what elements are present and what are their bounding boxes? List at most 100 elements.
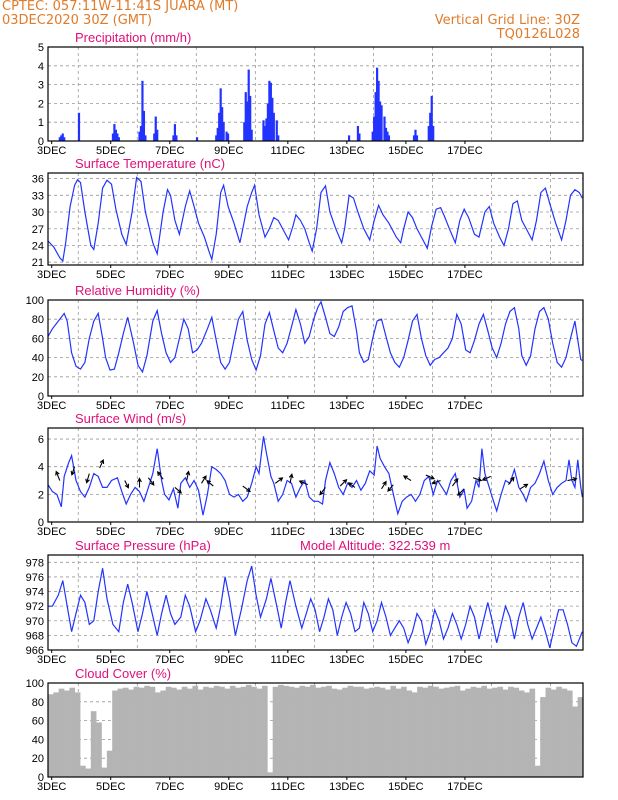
cloud-bar	[299, 685, 306, 777]
cloud-bar	[427, 685, 434, 777]
x-tick-label: 3DEC	[37, 400, 66, 412]
cloud-bar	[422, 687, 429, 777]
x-tick-label: 15DEC	[388, 400, 424, 412]
cloud-bar	[545, 687, 552, 777]
cloud-bar	[74, 692, 81, 777]
x-tick-label: 3DEC	[37, 781, 66, 793]
cloud-bar	[165, 686, 172, 777]
panel-title: Surface Temperature (nC)	[75, 156, 225, 171]
wind-arrow	[206, 479, 214, 487]
precip-bar	[221, 107, 224, 141]
panel-frame	[47, 46, 584, 142]
series-line	[47, 176, 583, 263]
precip-bar	[215, 135, 218, 141]
x-tick-label: 13DEC	[329, 269, 365, 281]
precip-bar	[371, 131, 374, 141]
panel-5: 0 20 40 60 80 100 3DEC 5DEC 7DEC 9DEC 11DEC 13DEC 15…	[26, 666, 584, 793]
x-tick-label: 5DEC	[96, 654, 125, 666]
cloud-bar	[529, 688, 536, 777]
cloud-bar	[272, 686, 279, 777]
precip-bar	[195, 137, 199, 141]
wind-arrow	[157, 471, 164, 480]
x-tick-label: 9DEC	[214, 269, 243, 281]
wind-arrow	[99, 458, 105, 469]
x-tick-label: 9DEC	[214, 400, 243, 412]
y-tick-label: 1	[38, 117, 44, 129]
cloud-bar	[213, 685, 220, 777]
cloud-bar	[358, 686, 364, 777]
wind-arrow	[70, 466, 76, 476]
wind-arrow	[319, 487, 326, 496]
precip-bar	[387, 135, 391, 141]
cloud-bar	[90, 711, 97, 777]
precip-bar	[269, 82, 272, 141]
cloud-bar	[550, 689, 557, 777]
cloud-bar	[336, 689, 343, 777]
precip-bar	[347, 135, 351, 141]
wind-arrow	[339, 478, 348, 487]
x-tick-label: 7DEC	[155, 400, 184, 412]
x-tick-label: 3DEC	[37, 269, 66, 281]
precip-bar	[222, 122, 225, 141]
y-tick-label: 976	[26, 572, 44, 584]
precip-bar	[61, 133, 64, 141]
wind-arrow	[174, 487, 183, 494]
y-tick-label: 968	[26, 630, 44, 642]
cloud-bar	[224, 688, 231, 777]
x-tick-label: 17DEC	[447, 526, 483, 538]
wind-arrow	[288, 473, 294, 484]
y-tick-label: 27	[32, 224, 44, 236]
x-tick-label: 5DEC	[96, 145, 125, 157]
cloud-bar	[288, 686, 295, 777]
x-tick-label: 11DEC	[270, 145, 305, 157]
x-tick-label: 15DEC	[388, 269, 424, 281]
y-tick-label: 0	[38, 391, 44, 403]
precip-bar	[377, 80, 380, 141]
cloud-bar	[454, 685, 461, 777]
cloud-bar	[406, 690, 413, 777]
cloud-bar	[53, 692, 59, 777]
cloud-bar	[561, 688, 568, 777]
precip-bar	[262, 120, 265, 141]
cloud-bar	[374, 686, 380, 777]
cloud-bar	[203, 686, 209, 777]
precip-bar	[216, 127, 219, 141]
x-tick-label: 7DEC	[155, 269, 184, 281]
y-tick-label: 40	[32, 353, 44, 365]
wind-arrow	[298, 480, 308, 486]
precip-bar	[243, 122, 246, 141]
cloud-bar	[171, 687, 177, 777]
cloud-bar	[369, 687, 375, 777]
cloud-bar	[449, 686, 455, 777]
panel-3: 0 2 4 6 3DEC 5DEC 7DEC 9DEC 11DEC 13DEC 15DEC 17DEC…	[37, 411, 584, 538]
y-tick-label: 0	[38, 517, 44, 529]
x-tick-label: 7DEC	[155, 526, 184, 538]
cloud-bar	[502, 689, 509, 777]
cloud-bar	[385, 689, 391, 777]
y-tick-label: 3	[38, 80, 44, 92]
x-tick-label: 13DEC	[329, 145, 365, 157]
panel-2: 0 20 40 60 80 100 3DEC 5DEC 7DEC 9DEC 11DEC 13DEC 15…	[26, 283, 584, 412]
precip-bar	[60, 135, 63, 141]
y-tick-label: 60	[32, 333, 44, 345]
precip-bar	[412, 135, 416, 141]
cloud-bar	[304, 686, 311, 777]
panel-frame	[47, 554, 584, 651]
precip-bar	[358, 133, 361, 141]
precip-bar	[218, 112, 221, 141]
cloud-bar	[476, 687, 482, 777]
cloud-bar	[138, 687, 145, 777]
precip-bar	[175, 135, 178, 141]
cloud-bar	[310, 684, 316, 777]
wind-arrow	[85, 473, 90, 484]
model-code-label: TQ0126L028	[496, 27, 580, 42]
x-tick-label: 9DEC	[214, 145, 243, 157]
cloud-bar	[122, 687, 129, 777]
precip-bar	[249, 95, 252, 141]
cloud-bar	[283, 685, 290, 777]
precip-bar	[268, 80, 271, 141]
y-tick-label: 0	[38, 772, 44, 784]
x-tick-label: 15DEC	[388, 654, 424, 666]
panel-frame	[47, 427, 584, 523]
cloud-bar	[524, 692, 530, 777]
